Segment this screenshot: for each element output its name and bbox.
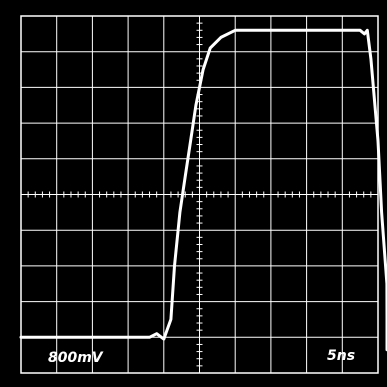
- waveform-layer: [19, 28, 387, 352]
- waveform-trace: [19, 28, 387, 352]
- graticule-center-ticks: [27, 22, 372, 367]
- volts-per-division-label: 800mV: [48, 350, 104, 366]
- graticule-grid: [21, 16, 378, 373]
- time-per-division-label: 5ns: [327, 348, 355, 364]
